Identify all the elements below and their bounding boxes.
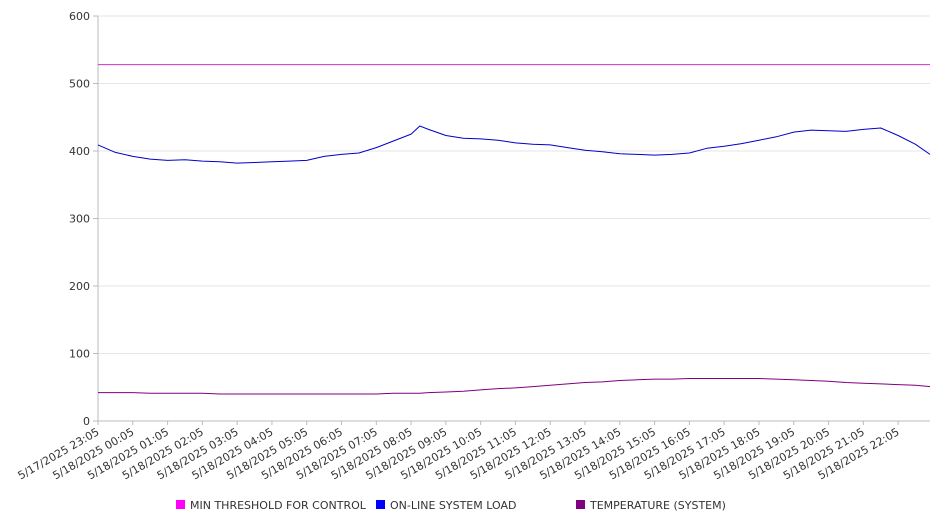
y-tick-label: 200 <box>69 280 90 293</box>
series-line-temperature-system <box>98 378 931 395</box>
y-tick-label: 400 <box>69 145 90 158</box>
legend-item-temperature-system: TEMPERATURE (SYSTEM) <box>576 499 726 512</box>
y-tick-label: 100 <box>69 348 90 361</box>
y-tick-label: 0 <box>83 415 90 428</box>
series-layer <box>97 64 931 395</box>
legend: MIN THRESHOLD FOR CONTROL ON-LINE SYSTEM … <box>176 499 726 512</box>
x-axis-ticks: 5/17/2025 23:055/18/2025 00:055/18/2025 … <box>16 421 902 482</box>
y-tick-label: 600 <box>69 10 90 23</box>
legend-item-min-threshold-for-control: MIN THRESHOLD FOR CONTROL <box>176 499 367 512</box>
legend-swatch <box>376 500 385 509</box>
grid-lines <box>98 15 930 354</box>
series-line-on-line-system-load <box>97 125 931 164</box>
legend-label: MIN THRESHOLD FOR CONTROL <box>190 499 367 512</box>
legend-item-on-line-system-load: ON-LINE SYSTEM LOAD <box>376 499 516 512</box>
legend-swatch <box>576 500 585 509</box>
y-tick-label: 300 <box>69 213 90 226</box>
y-tick-label: 500 <box>69 78 90 91</box>
y-axis-ticks: 0 100 200 300 400 500 600 <box>69 10 98 428</box>
legend-swatch <box>176 500 185 509</box>
legend-label: TEMPERATURE (SYSTEM) <box>589 499 726 512</box>
legend-label: ON-LINE SYSTEM LOAD <box>390 499 516 512</box>
